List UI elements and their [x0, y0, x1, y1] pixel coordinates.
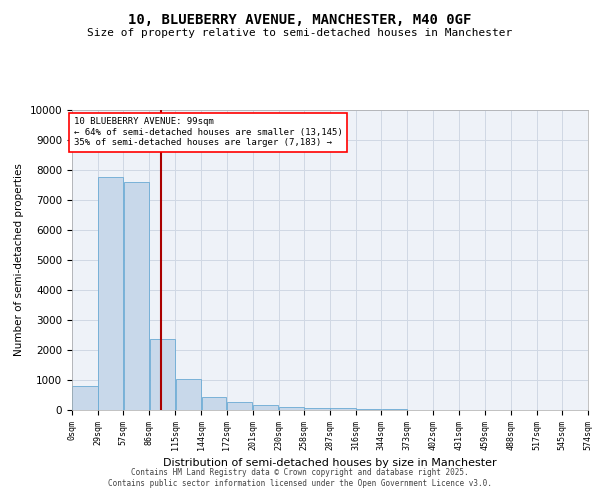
Bar — [253, 405, 278, 410]
Bar — [279, 406, 304, 410]
Bar — [356, 409, 381, 410]
Bar — [124, 182, 149, 410]
Bar — [331, 408, 356, 410]
Y-axis label: Number of semi-detached properties: Number of semi-detached properties — [14, 164, 24, 356]
Bar — [202, 396, 226, 410]
Text: Size of property relative to semi-detached houses in Manchester: Size of property relative to semi-detach… — [88, 28, 512, 38]
Text: Contains HM Land Registry data © Crown copyright and database right 2025.
Contai: Contains HM Land Registry data © Crown c… — [108, 468, 492, 487]
Bar — [176, 379, 201, 410]
X-axis label: Distribution of semi-detached houses by size in Manchester: Distribution of semi-detached houses by … — [163, 458, 497, 468]
Text: 10, BLUEBERRY AVENUE, MANCHESTER, M40 0GF: 10, BLUEBERRY AVENUE, MANCHESTER, M40 0G… — [128, 12, 472, 26]
Bar — [227, 402, 252, 410]
Bar — [150, 338, 175, 410]
Text: 10 BLUEBERRY AVENUE: 99sqm
← 64% of semi-detached houses are smaller (13,145)
35: 10 BLUEBERRY AVENUE: 99sqm ← 64% of semi… — [74, 118, 343, 148]
Bar — [73, 386, 98, 410]
Bar — [98, 178, 123, 410]
Bar — [304, 408, 329, 410]
